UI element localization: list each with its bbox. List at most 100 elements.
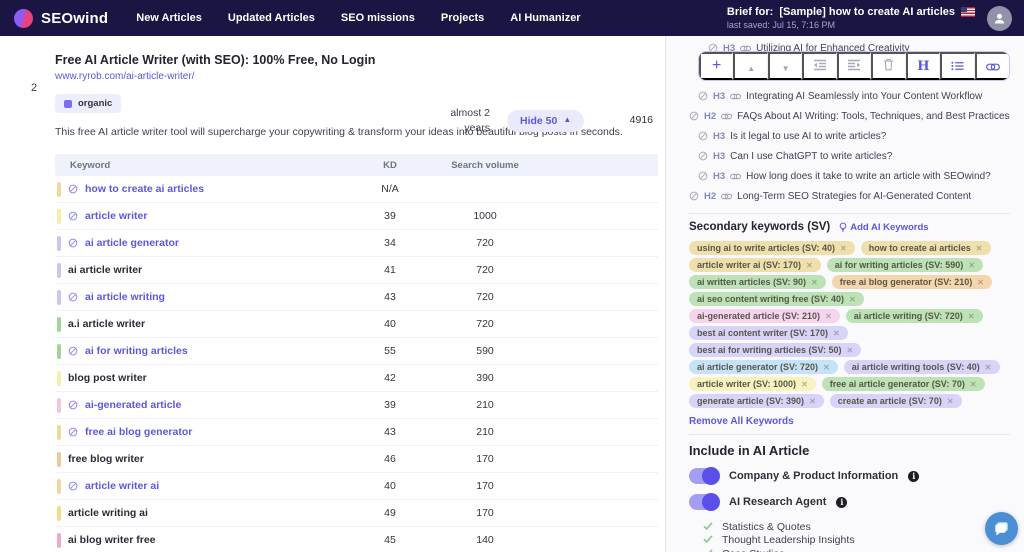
keyword-chip[interactable]: ai article writing tools (SV: 40) ✕: [843, 360, 1000, 374]
remove-chip-icon[interactable]: ✕: [840, 243, 847, 253]
nav-item-projects[interactable]: Projects: [440, 12, 485, 24]
keyword-link[interactable]: article writer ai: [85, 480, 160, 493]
info-icon[interactable]: i: [836, 496, 848, 508]
table-row[interactable]: how to create ai articles N/A: [55, 176, 658, 204]
keyword-chip[interactable]: ai for writing articles (SV: 590) ✕: [826, 258, 984, 272]
remove-chip-icon[interactable]: ✕: [833, 328, 840, 338]
brand-logo[interactable]: SEOwind: [14, 8, 108, 28]
keyword-chip[interactable]: ai article generator (SV: 720) ✕: [689, 360, 838, 374]
remove-all-keywords-link[interactable]: Remove All Keywords: [689, 416, 794, 427]
keyword-chip[interactable]: ai written articles (SV: 90) ✕: [689, 275, 826, 289]
exclude-icon[interactable]: [689, 191, 699, 201]
remove-chip-icon[interactable]: ✕: [969, 379, 977, 389]
indent-button[interactable]: [836, 52, 872, 80]
nav-item-updated-articles[interactable]: Updated Articles: [227, 12, 315, 24]
table-row[interactable]: blog post writer 42 390: [55, 365, 658, 393]
keyword-chip[interactable]: how to create ai articles ✕: [860, 241, 991, 255]
remove-chip-icon[interactable]: ✕: [801, 379, 808, 389]
delete-button[interactable]: [871, 52, 906, 80]
exclude-icon[interactable]: [698, 131, 708, 141]
table-row[interactable]: ai article writing 43 720: [55, 284, 658, 312]
move-down-button[interactable]: ▼: [767, 52, 803, 80]
keyword-chip[interactable]: free ai article generator (SV: 70) ✕: [821, 377, 985, 391]
table-row[interactable]: free blog writer 46 170: [55, 446, 658, 474]
exclude-icon[interactable]: [708, 43, 718, 51]
remove-chip-icon[interactable]: ✕: [825, 311, 832, 321]
nav-item-ai-humanizer[interactable]: AI Humanizer: [510, 12, 581, 24]
outline-item[interactable]: H3 Can I use ChatGPT to write articles?: [698, 146, 1010, 166]
exclude-icon[interactable]: [698, 91, 708, 101]
nav-item-new-articles[interactable]: New Articles: [136, 12, 202, 24]
nav-item-seo-missions[interactable]: SEO missions: [340, 12, 415, 24]
add-section-button[interactable]: +: [699, 52, 734, 80]
table-row[interactable]: free ai blog generator 43 210: [55, 419, 658, 447]
toggle-switch[interactable]: [689, 493, 720, 511]
table-row[interactable]: ai for writing articles 55 590: [55, 338, 658, 366]
exclude-icon[interactable]: [698, 171, 708, 181]
info-icon[interactable]: i: [908, 470, 920, 482]
add-ai-keywords-link[interactable]: Add AI Keywords: [839, 222, 929, 233]
keyword-chip[interactable]: article writer (SV: 1000) ✕: [689, 377, 816, 391]
list-button[interactable]: [940, 52, 975, 80]
table-row[interactable]: ai-generated article 39 210: [55, 392, 658, 420]
keyword-link[interactable]: ai article generator: [85, 237, 179, 250]
heading-button[interactable]: H: [905, 52, 941, 80]
keyword-chip[interactable]: article writer ai (SV: 170) ✕: [689, 258, 821, 272]
outline-item-clipped[interactable]: H3 Utilizing AI for Enhanced Creativity: [699, 38, 1010, 51]
move-up-button[interactable]: ▲: [733, 52, 768, 80]
table-row[interactable]: a.i article writer 40 720: [55, 311, 658, 339]
keyword-chip[interactable]: generate article (SV: 390) ✕: [689, 394, 824, 408]
hide-50-button[interactable]: Hide 50 ▲: [507, 110, 585, 132]
remove-chip-icon[interactable]: ✕: [811, 277, 818, 287]
keyword-link[interactable]: article writer: [85, 210, 148, 223]
check-icon: [703, 534, 713, 546]
outline-item[interactable]: H2 Long-Term SEO Strategies for AI-Gener…: [689, 186, 1010, 206]
table-row[interactable]: article writing ai 49 170: [55, 500, 658, 528]
serp-result-url[interactable]: www.ryrob.com/ai-article-writer/: [55, 71, 195, 82]
exclude-icon[interactable]: [689, 111, 699, 121]
table-row[interactable]: ai article generator 34 720: [55, 230, 658, 258]
keyword-chip[interactable]: best ai content writer (SV: 170) ✕: [689, 326, 848, 340]
brief-info: Brief for: [Sample] how to create AI art…: [727, 6, 975, 30]
remove-chip-icon[interactable]: ✕: [846, 345, 854, 355]
remove-chip-icon[interactable]: ✕: [968, 260, 976, 270]
remove-chip-icon[interactable]: ✕: [946, 396, 954, 406]
keyword-chip[interactable]: free ai blog generator (SV: 210) ✕: [831, 275, 992, 289]
keyword-chip[interactable]: using ai to write articles (SV: 40) ✕: [689, 241, 855, 255]
keyword-link[interactable]: ai article writing: [85, 291, 165, 304]
outline-item[interactable]: H3 Is it legal to use AI to write articl…: [698, 126, 1010, 146]
chat-widget-button[interactable]: [985, 512, 1018, 545]
remove-chip-icon[interactable]: ✕: [977, 277, 984, 287]
remove-chip-icon[interactable]: ✕: [984, 362, 992, 372]
keyword-link[interactable]: ai for writing articles: [85, 345, 188, 358]
keyword-link[interactable]: ai-generated article: [85, 399, 182, 412]
remove-chip-icon[interactable]: ✕: [975, 243, 983, 253]
remove-chip-icon[interactable]: ✕: [823, 362, 830, 372]
remove-chip-icon[interactable]: ✕: [806, 260, 813, 270]
keyword-chip[interactable]: ai article writing (SV: 720) ✕: [845, 309, 983, 323]
keyword-link[interactable]: how to create ai articles: [85, 183, 205, 196]
keyword-link[interactable]: free ai blog generator: [85, 426, 193, 439]
toggle-switch[interactable]: [689, 467, 720, 485]
table-row[interactable]: article writer ai 40 170: [55, 473, 658, 501]
remove-chip-icon[interactable]: ✕: [967, 311, 975, 321]
exclude-icon[interactable]: [698, 151, 708, 161]
link-button[interactable]: [974, 52, 1009, 80]
remove-chip-icon[interactable]: ✕: [849, 294, 856, 304]
chip-label: ai for writing articles (SV: 590): [834, 260, 964, 270]
table-row[interactable]: ai article writer 41 720: [55, 257, 658, 285]
outline-item[interactable]: H3 Utilizing AI for Enhanced Creativity: [708, 38, 1010, 51]
outdent-button[interactable]: [802, 52, 837, 80]
table-row[interactable]: ai blog writer free 45 140: [55, 527, 658, 552]
keyword-chip[interactable]: ai seo content writing free (SV: 40) ✕: [689, 292, 864, 306]
keyword-chip[interactable]: best ai for writing articles (SV: 50) ✕: [689, 343, 862, 357]
keyword-chip[interactable]: create an article (SV: 70) ✕: [829, 394, 962, 408]
remove-chip-icon[interactable]: ✕: [809, 396, 816, 406]
user-avatar[interactable]: [987, 5, 1012, 31]
keyword-chip[interactable]: ai-generated article (SV: 210) ✕: [689, 309, 840, 323]
outline-item[interactable]: H3 Integrating AI Seamlessly into Your C…: [698, 86, 1010, 106]
chat-icon: [995, 522, 1008, 536]
outline-item[interactable]: H3 How long does it take to write an art…: [698, 166, 1010, 186]
outline-item[interactable]: H2 FAQs About AI Writing: Tools, Techniq…: [689, 106, 1010, 126]
table-row[interactable]: article writer 39 1000: [55, 203, 658, 231]
